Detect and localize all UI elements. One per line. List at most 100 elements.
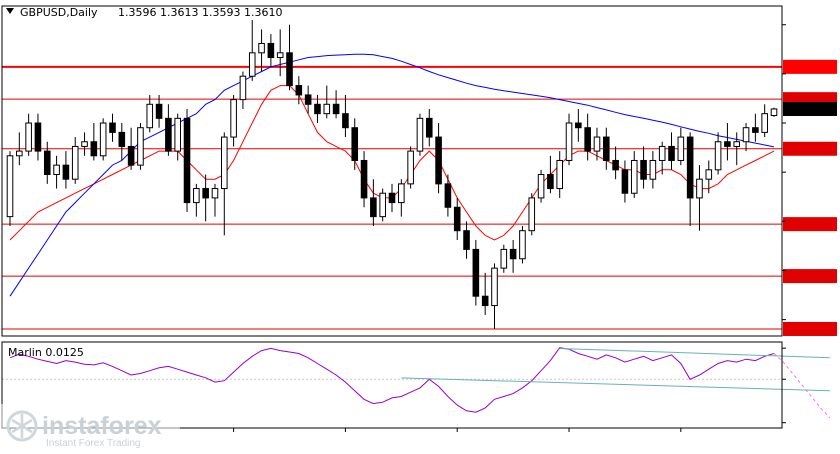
bear-candle-body (481, 295, 489, 307)
bull-candle-body (379, 192, 386, 218)
bear-candle-body (351, 127, 359, 161)
candle (109, 113, 116, 142)
bear-candle-body (183, 117, 191, 204)
candle (686, 132, 694, 226)
bear-candle-body (332, 103, 340, 115)
bear-candle-body (127, 145, 135, 166)
candle (733, 132, 741, 166)
moving-averages (9, 53, 775, 297)
watermark-tagline: Instant Forex Trading (46, 438, 141, 449)
red-moving-average-line (9, 85, 775, 241)
candle (388, 183, 396, 212)
bull-candle-body (137, 127, 144, 166)
candle (602, 127, 610, 170)
bull-candle-body (398, 183, 405, 204)
bear-candle-body (621, 169, 629, 194)
candle (34, 113, 42, 161)
candle (528, 193, 536, 236)
bear-candle-body (155, 103, 163, 119)
bear-candle-body (435, 136, 442, 185)
bear-candle-body (584, 127, 591, 152)
bear-candle-body (109, 122, 116, 133)
candle (724, 123, 731, 161)
bear-candle-body (472, 248, 480, 297)
level-price-tag (783, 321, 837, 336)
candle (398, 179, 405, 217)
bull-candle-body (99, 122, 107, 157)
collapse-arrow-icon[interactable] (6, 8, 14, 14)
candle (752, 113, 759, 142)
bull-candle-body (174, 117, 182, 152)
level-price-tag (783, 269, 837, 284)
candle (370, 179, 377, 226)
bull-candle-body (25, 122, 32, 152)
bear-candle-body (34, 122, 42, 152)
candle (53, 155, 60, 189)
bull-candle-body (528, 197, 536, 232)
candle (286, 24, 293, 91)
indicator-title: Marlin 0.0125 (8, 346, 84, 359)
candle (323, 85, 331, 119)
bull-candle-body (556, 159, 564, 190)
candle (407, 146, 414, 189)
candle (90, 123, 98, 161)
bull-candle-body (248, 52, 256, 77)
candle (211, 183, 219, 217)
candle (99, 118, 107, 161)
current-price-tag (783, 101, 837, 116)
candle (547, 155, 554, 194)
bull-candle-body (276, 52, 284, 58)
bull-candle-body (630, 159, 638, 194)
bear-candle-body (444, 183, 452, 208)
bull-candle-body (16, 150, 23, 157)
bull-candle-body (742, 127, 750, 143)
candle (453, 197, 461, 241)
candle (444, 174, 452, 217)
candle (165, 104, 172, 156)
bull-candle-body (239, 75, 247, 101)
bull-candle-body (53, 164, 60, 176)
candle (137, 123, 144, 170)
bull-candle-body (491, 267, 498, 307)
candle (118, 123, 126, 161)
candle (770, 107, 778, 117)
indicator-pane-frame (1, 341, 783, 429)
main-pane-frame (1, 5, 783, 337)
bear-candle-body (724, 141, 731, 147)
bear-candle-body (202, 188, 209, 199)
bull-candle-body (705, 169, 713, 180)
bear-candle-body (62, 164, 70, 180)
bull-candle-body (761, 113, 768, 133)
candle (509, 240, 517, 273)
bear-candle-body (547, 174, 554, 190)
bull-candle-body (658, 145, 666, 161)
candle (612, 146, 619, 180)
candle (276, 29, 284, 77)
candle (556, 151, 564, 198)
candle (575, 108, 582, 142)
candle (481, 272, 489, 315)
watermark-brand: instaforex (42, 412, 162, 440)
candlesticks (6, 20, 778, 329)
bear-candle-body (43, 150, 51, 176)
candle (630, 151, 638, 198)
candle (25, 113, 32, 156)
candle (463, 221, 470, 259)
candle (155, 94, 163, 128)
candle (62, 151, 70, 189)
bear-candle-body (686, 136, 694, 199)
blue-moving-average-line (9, 53, 775, 297)
bear-candle-body (575, 122, 582, 129)
bear-candle-body (118, 131, 126, 147)
candle (220, 132, 228, 236)
candle (696, 165, 703, 231)
bull-candle-body (593, 136, 601, 152)
candle (584, 113, 591, 161)
bull-candle-body (677, 136, 685, 161)
candle (174, 113, 182, 161)
candle (491, 263, 498, 329)
bear-candle-body (370, 197, 377, 218)
bull-candle-body (649, 159, 657, 180)
candle (593, 127, 601, 161)
